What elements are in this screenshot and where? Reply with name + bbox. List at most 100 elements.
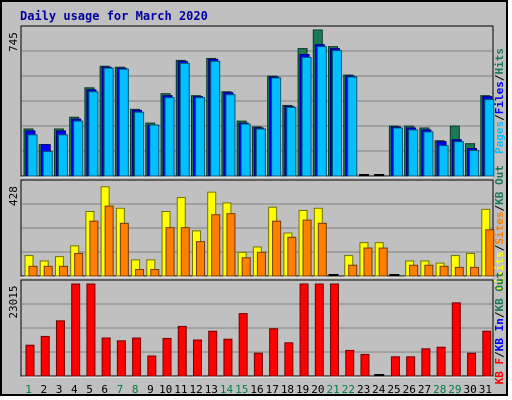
x-tick-day-29: 29 (448, 383, 461, 396)
x-tick-day-8: 8 (132, 383, 139, 396)
bar-kbytes-day-15 (238, 313, 248, 377)
panel-visits-sites: 428 Visits/Sites/KB Out (7, 165, 506, 291)
bar-sites-day-9 (150, 269, 160, 277)
bar-pages-day-4 (73, 120, 84, 177)
bar-kbytes-day-17 (269, 328, 279, 377)
bar-kbytes-day-4 (71, 283, 81, 377)
legend-entry: Visits (493, 251, 506, 291)
bar-sites-day-15 (241, 257, 251, 277)
panel-hits-files-pages: 745 Pages/Files/Hits (7, 25, 506, 178)
bar-kbytes-day-12 (192, 339, 202, 377)
bar-kbytes-day-22 (345, 349, 355, 377)
legend-entry: KB F (493, 358, 506, 385)
bar-pages-day-22 (347, 76, 358, 177)
bar-pages-day-26 (408, 129, 419, 177)
bar-pages-day-9 (149, 124, 160, 177)
bar-sites-day-28 (439, 265, 449, 277)
bar-sites-day-4 (74, 252, 84, 277)
bar-kbytes-day-20 (314, 283, 324, 377)
x-tick-day-28: 28 (433, 383, 446, 396)
bar-pages-day-2 (42, 151, 53, 177)
bar-kbytes-day-13 (208, 330, 218, 377)
bar-sites-day-27 (424, 264, 434, 277)
legend-entry: / (493, 351, 506, 358)
legend-entry: KB Out (493, 165, 506, 205)
x-tick-day-26: 26 (403, 383, 416, 396)
bar-sites-day-30 (470, 266, 480, 277)
panel-legend: Visits/Sites/KB Out (493, 165, 506, 291)
bar-sites-day-16 (256, 251, 266, 277)
x-tick-day-16: 16 (250, 383, 263, 396)
bar-pages-day-12 (194, 97, 205, 177)
bar-sites-day-8 (135, 269, 145, 277)
y-max-label: 745 (7, 32, 20, 52)
bar-kbytes-day-6 (101, 337, 111, 377)
bar-kbytes-day-25 (390, 356, 400, 377)
y-max-label: 23015 (7, 285, 20, 318)
x-tick-day-10: 10 (159, 383, 172, 396)
bar-kbytes-day-21 (330, 283, 340, 377)
x-tick-day-20: 20 (311, 383, 324, 396)
x-axis-day-labels: 1 2 3 4 5 6 7 8 9 10 11 12 13 14 15 16 17 18 19 20 21 22 23 24 2… (25, 383, 492, 396)
bar-kbytes-day-11 (177, 325, 187, 377)
bar-sites-day-5 (89, 220, 99, 277)
bar-kbytes-day-23 (360, 353, 370, 377)
x-tick-day-5: 5 (86, 383, 93, 396)
x-tick-day-17: 17 (266, 383, 279, 396)
legend-entry: Files (493, 81, 506, 114)
legend-entry: KB In (493, 318, 506, 351)
bar-kbytes-day-18 (284, 342, 294, 377)
bar-pages-day-30 (469, 150, 480, 177)
bar-pages-day-5 (88, 91, 99, 177)
legend-entry: / (493, 114, 506, 121)
x-tick-day-23: 23 (357, 383, 370, 396)
bar-pages-day-3 (57, 134, 68, 177)
chart-title: Daily usage for March 2020 (20, 9, 208, 23)
bar-sites-day-26 (409, 264, 419, 277)
legend-entry: Sites (493, 211, 506, 244)
bar-pages-day-28 (438, 145, 449, 177)
x-tick-day-15: 15 (235, 383, 248, 396)
bar-pages-day-27 (423, 131, 434, 177)
bar-sites-day-10 (165, 227, 175, 277)
x-tick-day-9: 9 (147, 383, 154, 396)
bar-kbytes-day-31 (482, 330, 492, 377)
bar-pages-day-29 (453, 141, 464, 177)
bar-sites-day-19 (302, 219, 312, 277)
bar-sites-day-11 (180, 227, 190, 277)
x-tick-day-11: 11 (174, 383, 187, 396)
bar-sites-day-23 (363, 247, 373, 277)
x-tick-day-22: 22 (342, 383, 355, 396)
bar-kbytes-day-27 (421, 348, 431, 377)
legend-entry: KB Out (493, 272, 506, 312)
bar-kbytes-day-7 (116, 340, 126, 377)
legend-entry: / (493, 311, 506, 318)
x-tick-day-30: 30 (464, 383, 477, 396)
bar-kbytes-day-5 (86, 283, 96, 377)
bar-pages-day-14 (225, 94, 236, 177)
bar-kbytes-day-9 (147, 355, 157, 377)
y-max-label: 428 (7, 186, 20, 206)
bar-pages-day-1 (27, 134, 38, 177)
bar-pages-day-8 (134, 111, 145, 177)
bar-pages-day-20 (316, 46, 327, 177)
legend-entry: / (493, 74, 506, 81)
x-tick-day-13: 13 (205, 383, 218, 396)
bar-pages-day-6 (103, 67, 114, 177)
x-tick-day-25: 25 (387, 383, 400, 396)
panel-legend: Pages/Files/Hits (493, 48, 506, 154)
bar-kbytes-day-2 (40, 335, 50, 377)
bar-kbytes-day-28 (436, 346, 446, 377)
bar-pages-day-13 (210, 60, 221, 177)
bar-pages-day-17 (271, 77, 282, 177)
bar-pages-day-21 (332, 50, 343, 177)
bar-sites-day-14 (226, 213, 236, 277)
x-tick-day-6: 6 (101, 383, 108, 396)
x-tick-day-3: 3 (56, 383, 63, 396)
x-tick-day-27: 27 (418, 383, 431, 396)
bar-sites-day-22 (348, 264, 358, 277)
bar-sites-day-1 (28, 265, 38, 277)
bar-sites-day-3 (58, 265, 68, 277)
bar-pages-day-7 (118, 68, 129, 177)
legend-entry: Pages (493, 121, 506, 154)
